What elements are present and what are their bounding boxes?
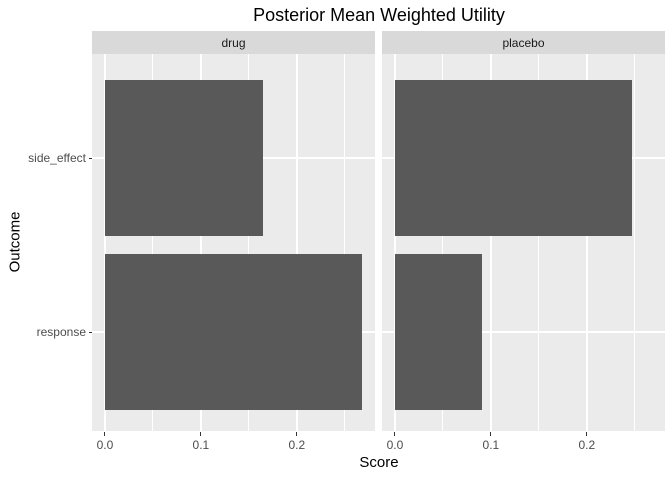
bar-drug-response	[104, 254, 363, 410]
gridline-minor	[538, 54, 540, 431]
x-tick-mark	[104, 432, 106, 436]
gridline-major	[490, 54, 492, 431]
x-tick-mark	[394, 432, 396, 436]
panel-drug	[92, 54, 375, 431]
gridline-major	[394, 54, 396, 431]
bar-placebo-response	[394, 254, 483, 410]
x-axis-drug: 0.0 0.1 0.2	[92, 431, 375, 463]
gridline-minor	[442, 54, 444, 431]
facet-strip-drug: drug	[92, 31, 375, 54]
gridline-major	[382, 331, 665, 333]
facet-strip-placebo: placebo	[382, 31, 665, 54]
facet-strip-label: placebo	[502, 35, 545, 50]
x-tick-label: 0.0	[96, 438, 114, 452]
plot-title: Posterior Mean Weighted Utility	[253, 5, 505, 25]
x-tick-mark	[490, 432, 492, 436]
x-tick-mark	[200, 432, 202, 436]
facet-placebo: placebo 0.0 0.1 0.2	[382, 31, 665, 461]
x-tick-label: 0.1	[192, 438, 210, 452]
x-tick-mark	[296, 432, 298, 436]
x-axis-title: Score	[359, 454, 399, 471]
facet-drug: drug 0.0 0.1 0.2	[92, 31, 375, 461]
gridline-major	[104, 54, 106, 431]
x-tick-label: 0.1	[482, 438, 500, 452]
x-tick-label: 0.2	[288, 438, 306, 452]
y-tick-label-response: response	[36, 325, 86, 339]
gridline-minor	[152, 54, 154, 431]
gridline-minor	[248, 54, 250, 431]
gridline-major	[586, 54, 588, 431]
y-axis-tick-mark	[89, 158, 92, 159]
bar-drug-side_effect	[104, 80, 264, 236]
y-axis-title: Outcome	[6, 211, 24, 273]
panel-placebo	[382, 54, 665, 431]
facet-strip-label: drug	[221, 35, 246, 50]
x-axis-placebo: 0.0 0.1 0.2	[382, 431, 665, 463]
y-tick-label-side-effect: side_effect	[28, 151, 86, 165]
x-tick-label: 0.2	[578, 438, 596, 452]
gridline-minor	[344, 54, 346, 431]
gridline-major	[296, 54, 298, 431]
gridline-major	[200, 54, 202, 431]
x-tick-mark	[586, 432, 588, 436]
x-tick-label: 0.0	[386, 438, 404, 452]
gridline-minor	[634, 54, 636, 431]
y-axis-tick-mark	[89, 332, 92, 333]
bar-placebo-side_effect	[394, 80, 632, 236]
